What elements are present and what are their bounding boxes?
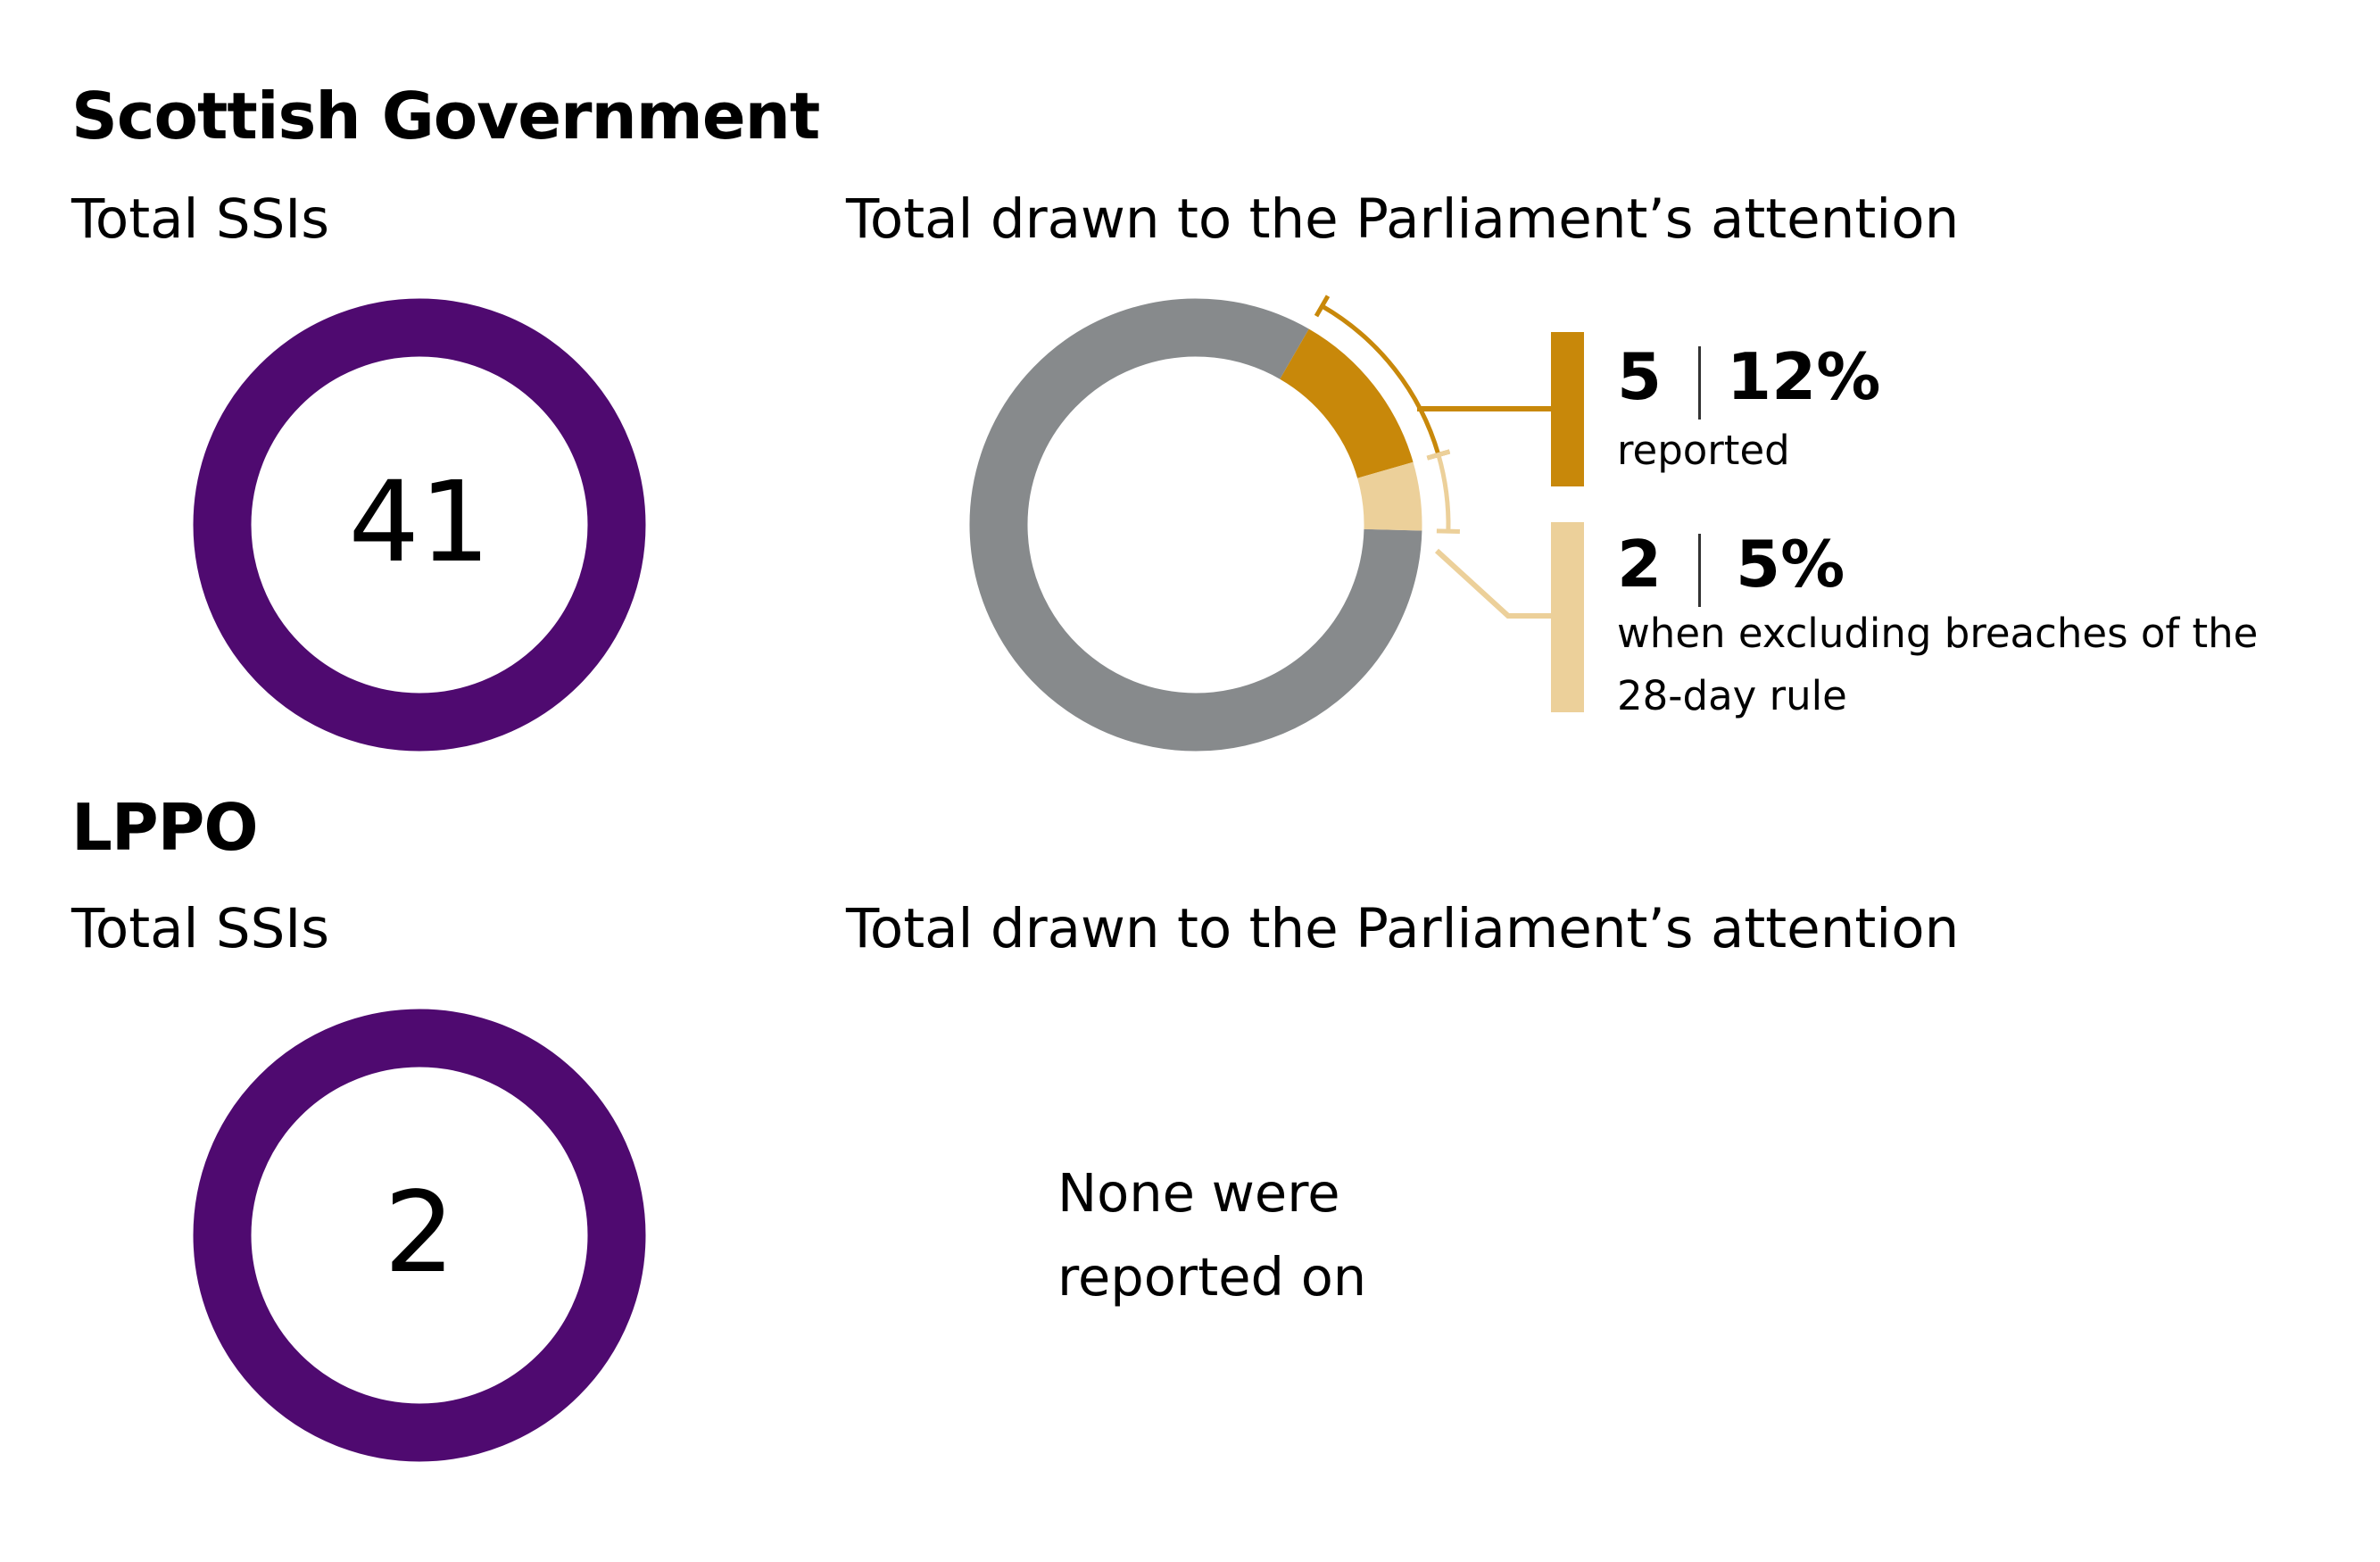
sg-reported-bracket-cap-top — [1314, 295, 1331, 318]
sg-excluding-arc — [1356, 461, 1422, 531]
lppo-total-ring — [193, 1009, 646, 1462]
sg-attention-label: Total drawn to the Parliament’s attentio… — [846, 187, 1960, 251]
lppo-total-value: 2 — [384, 1168, 455, 1298]
sg-excluding-bracket-cap-top — [1426, 449, 1451, 461]
sg-reported-separator — [1698, 346, 1701, 420]
sg-attention-donut — [969, 298, 1422, 752]
sg-excluding-percent: 5% — [1736, 527, 1845, 602]
lppo-none-reported: None were reported on — [1057, 1151, 1504, 1319]
lppo-attention-label: Total drawn to the Parliament’s attentio… — [846, 897, 1960, 960]
sg-reported-description: reported — [1617, 427, 1790, 474]
sg-total-label: Total SSIs — [71, 187, 330, 251]
sg-total-value: 41 — [348, 458, 491, 587]
sg-heading: Scottish Government — [71, 79, 820, 154]
sg-excluding-count: 2 — [1617, 527, 1663, 602]
sg-excluding-bracket-cap-bottom — [1436, 528, 1460, 535]
lppo-none-line2: reported on — [1057, 1246, 1367, 1308]
sg-excluding-separator — [1698, 534, 1701, 607]
lppo-heading: LPPO — [71, 790, 259, 865]
sg-reported-arc — [1279, 328, 1414, 479]
lppo-none-line1: None were — [1057, 1162, 1340, 1224]
lppo-total-label: Total SSIs — [71, 897, 330, 960]
sg-reported-percent: 12% — [1727, 339, 1881, 414]
sg-excluding-bar — [1551, 522, 1584, 712]
sg-reported-count: 5 — [1617, 339, 1663, 414]
sg-excluding-description-line1: when excluding breaches of the — [1617, 610, 2259, 657]
sg-reported-bar — [1551, 332, 1584, 486]
sg-excluding-connector — [1434, 548, 1557, 619]
sg-total-ring — [193, 298, 646, 752]
sg-remainder-arc — [969, 298, 1422, 752]
sg-reported-bracket — [1321, 303, 1441, 456]
sg-excluding-description-line2: 28-day rule — [1617, 672, 1847, 719]
sg-excluding-bracket — [1436, 453, 1451, 532]
